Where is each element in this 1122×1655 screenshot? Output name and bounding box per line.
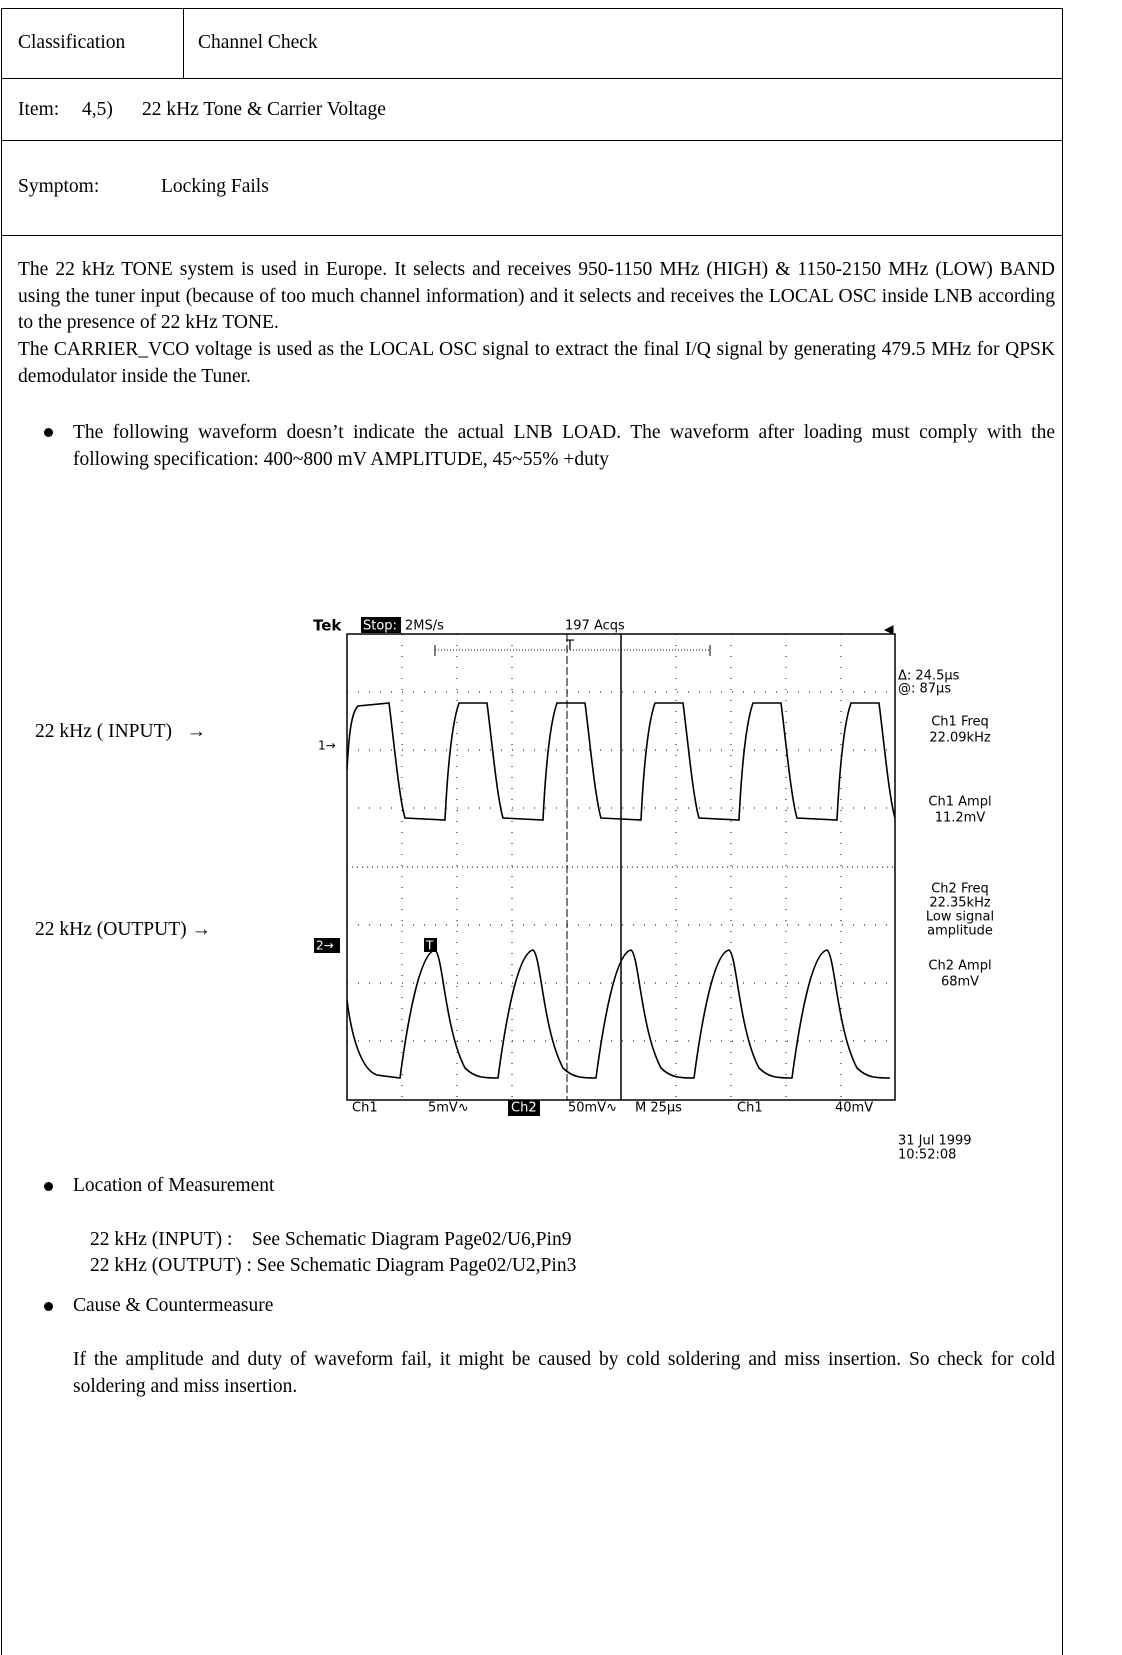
heading: Cause & Countermeasure (73, 1293, 273, 1320)
readout: 22.35kHz (929, 896, 991, 911)
readout: 11.2mV (935, 811, 986, 826)
readout: 22.09kHz (929, 731, 991, 746)
graticule (347, 626, 895, 1100)
readout: Ch2 Freq (931, 882, 989, 897)
bullet (44, 1302, 53, 1311)
readout: Ch1 Freq (931, 715, 989, 730)
readout: amplitude (927, 924, 993, 939)
date: 31 Jul 1999 (898, 1134, 972, 1149)
readout: 68mV (941, 975, 979, 990)
brand: Tek (313, 617, 342, 635)
readout: @: 87µs (898, 682, 951, 697)
page: Classification Channel Check Item: 4,5) … (0, 0, 1122, 1655)
acquisitions: 197 Acqs (565, 619, 625, 634)
readout: Ch1 (737, 1101, 763, 1116)
readout: Low signal (926, 910, 994, 925)
readout: 50mV∿ (568, 1101, 617, 1116)
readout: Ch1 (352, 1101, 378, 1116)
readout: M 25µs (635, 1101, 682, 1116)
channel-marker: 2→ (316, 939, 334, 953)
bullet (44, 1182, 53, 1191)
time: 10:52:08 (898, 1148, 956, 1163)
trigger-marker: T (425, 939, 434, 953)
heading: Location of Measurement (73, 1173, 274, 1200)
location: 22 kHz (OUTPUT) : See Schematic Diagram … (90, 1253, 576, 1280)
channel-marker: 1→ (318, 739, 336, 753)
readout: Ch2 Ampl (928, 959, 991, 974)
readout: 5mV∿ (428, 1101, 469, 1116)
readout: Ch1 Ampl (928, 795, 991, 810)
trigger-marker: T (565, 639, 574, 654)
oscilloscope: Tek Stop: 2MS/s 197 Acqs T T 1→ 2→ Δ: 24… (0, 0, 1122, 1655)
sample-rate: 2MS/s (405, 619, 444, 634)
readout: 40mV (835, 1101, 873, 1116)
readout: Ch2 (511, 1101, 537, 1116)
paragraph: If the amplitude and duty of waveform fa… (73, 1347, 1055, 1400)
state: Stop: (363, 619, 397, 634)
location: 22 kHz (INPUT) : See Schematic Diagram P… (90, 1227, 571, 1254)
waveform (347, 703, 935, 1078)
